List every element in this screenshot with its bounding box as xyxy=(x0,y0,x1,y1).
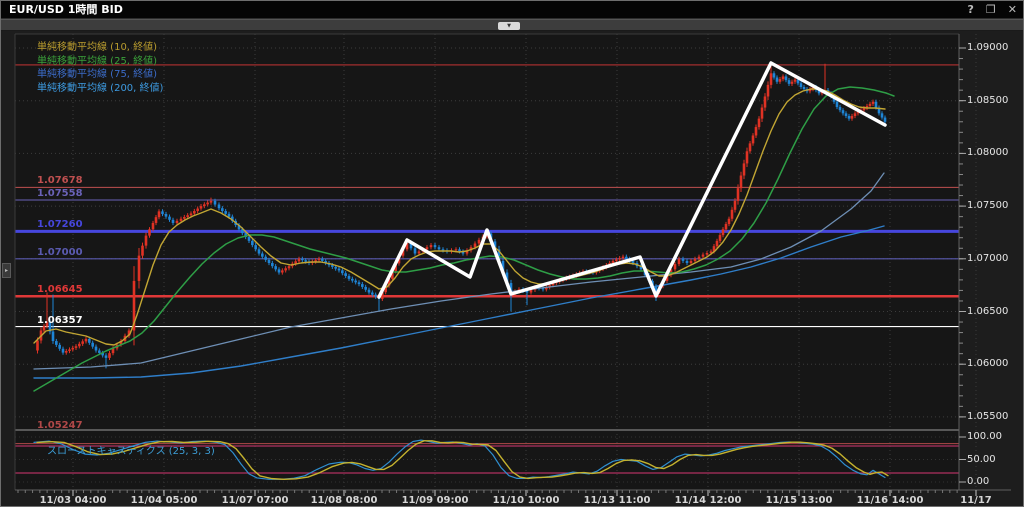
toolbar-strip: ▼ xyxy=(1,19,1023,31)
plot-background xyxy=(1,31,1023,506)
legend-item: 単純移動平均線 (75, 終値) xyxy=(37,69,158,80)
y-axis-label: 1.06500 xyxy=(967,305,1009,317)
x-axis-label: 11/16 14:00 xyxy=(856,495,924,506)
stoch-axis-label: 0.00 xyxy=(967,476,990,487)
stochastic-panel xyxy=(15,439,959,480)
legend-item: 単純移動平均線 (10, 終値) xyxy=(37,42,158,53)
x-axis-label: 11/14 12:00 xyxy=(674,495,742,506)
price-chart-canvas[interactable] xyxy=(1,31,1024,507)
x-axis-label: 11/17 xyxy=(960,495,992,506)
x-axis-label: 11/03 04:00 xyxy=(39,495,107,506)
legend-item: 単純移動平均線 (200, 終値) xyxy=(37,82,164,94)
help-button[interactable]: ? xyxy=(967,3,974,16)
trendline-drawing xyxy=(377,61,887,299)
x-axis-label: 11/10 10:00 xyxy=(492,495,560,506)
grid-lines xyxy=(15,34,977,490)
chart-region: ▸ 単純移動平均線 (10, 終値) 単純移動平均線 (25, 終値) 単純移動平均… xyxy=(1,31,1024,507)
toolbar-collapse-button[interactable]: ▼ xyxy=(498,22,520,30)
y-axis-label: 1.07500 xyxy=(967,200,1009,212)
stochastic-indicator-label: スローストキャスティクス (25, 3, 3) xyxy=(47,446,215,457)
axes-frame xyxy=(14,33,1011,496)
x-axis-label: 11/13 11:00 xyxy=(583,495,651,506)
window-title: EUR/USD 1時間 BID xyxy=(9,3,123,16)
price-level-label: 1.07000 xyxy=(37,246,83,258)
x-axis-label: 11/08 08:00 xyxy=(310,495,378,506)
y-axis-label: 1.07000 xyxy=(967,252,1009,264)
stoch-axis-label: 100.00 xyxy=(967,431,1002,442)
x-axis-label: 11/07 07:00 xyxy=(221,495,289,506)
x-axis-label: 11/15 13:00 xyxy=(765,495,833,506)
chevron-right-icon: ▸ xyxy=(4,267,8,274)
window-controls: ? ❐ ✕ xyxy=(968,1,1017,19)
y-axis-label: 1.08000 xyxy=(967,147,1009,159)
title-bar[interactable]: EUR/USD 1時間 BID ? ❐ ✕ xyxy=(1,1,1023,19)
price-level-label: 1.06357 xyxy=(37,314,83,326)
left-panel-expander-button[interactable]: ▸ xyxy=(2,263,11,278)
x-axis-label: 11/09 09:00 xyxy=(401,495,469,506)
y-axis-label: 1.05500 xyxy=(967,410,1009,422)
y-axis-label: 1.09000 xyxy=(967,42,1009,53)
maximize-button[interactable]: ❐ xyxy=(985,3,996,16)
y-axis-label: 1.06000 xyxy=(967,358,1009,370)
indicator-legend: 単純移動平均線 (10, 終値) 単純移動平均線 (25, 終値) 単純移動平均線 … xyxy=(37,41,163,95)
price-level-label: 1.07558 xyxy=(37,187,83,199)
stoch-axis-label: 50.00 xyxy=(967,453,996,465)
price-level-label: 1.06645 xyxy=(37,284,83,296)
price-level-label: 1.07260 xyxy=(37,219,83,231)
price-level-label: 1.05247 xyxy=(37,420,83,431)
close-button[interactable]: ✕ xyxy=(1007,3,1017,16)
price-level-label: 1.07678 xyxy=(37,175,83,187)
chevron-down-icon: ▼ xyxy=(507,23,511,29)
y-axis-label: 1.08500 xyxy=(967,94,1009,106)
legend-item: 単純移動平均線 (25, 終値) xyxy=(37,55,158,67)
x-axis-label: 11/04 05:00 xyxy=(130,495,198,506)
